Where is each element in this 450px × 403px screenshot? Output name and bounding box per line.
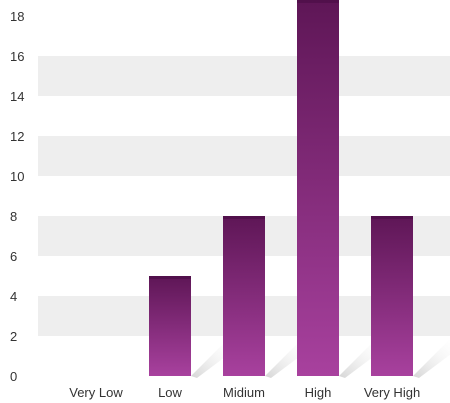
bar-very-high: [371, 216, 413, 376]
y-tick-label: 2: [10, 329, 17, 344]
bar-high: [297, 0, 339, 376]
x-tick-label: Low: [158, 385, 182, 400]
x-tick-label: Midium: [223, 385, 265, 400]
x-tick-label: Very Low: [69, 385, 123, 400]
bar-low: [149, 276, 191, 376]
y-tick-label: 4: [10, 289, 17, 304]
x-axis-ticks: Very Low Low Midium High Very High: [69, 385, 420, 400]
y-tick-label: 8: [10, 209, 17, 224]
bar-top-edge: [223, 216, 265, 219]
grid-band: [38, 56, 450, 96]
y-tick-label: 12: [10, 129, 24, 144]
y-tick-label: 18: [10, 9, 24, 24]
bar-shadow: [413, 339, 450, 378]
x-tick-label: Very High: [364, 385, 420, 400]
bar-midium: [223, 216, 265, 376]
y-tick-label: 6: [10, 249, 17, 264]
bar-top-edge: [297, 0, 339, 3]
y-tick-label: 16: [10, 49, 24, 64]
grid-band: [38, 136, 450, 176]
bar-top-edge: [371, 216, 413, 219]
bar-top-edge: [149, 276, 191, 279]
bars: [149, 0, 413, 376]
y-tick-label: 0: [10, 369, 17, 384]
y-axis-ticks: 0 2 4 6 8 10 12 14 16 18: [10, 9, 24, 384]
y-tick-label: 14: [10, 89, 24, 104]
y-tick-label: 10: [10, 169, 24, 184]
x-tick-label: High: [305, 385, 332, 400]
